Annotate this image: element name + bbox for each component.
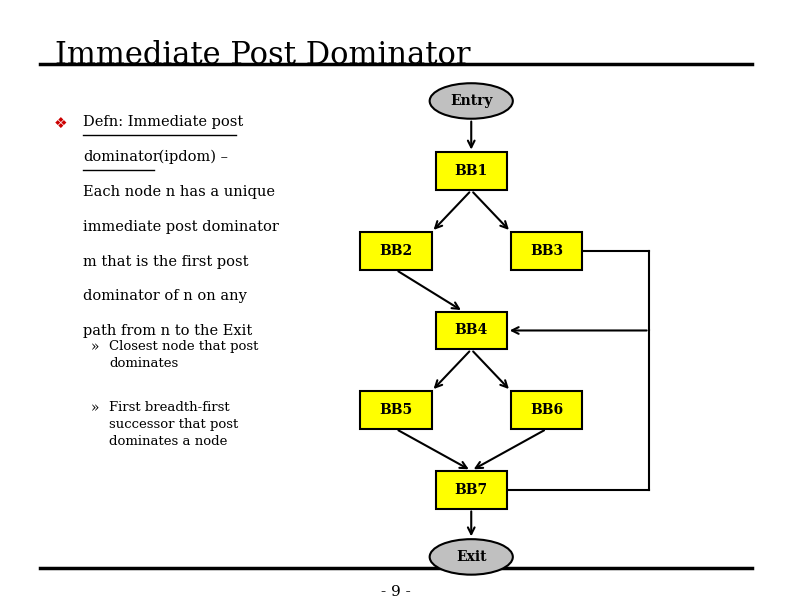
Text: dominator: dominator: [83, 150, 160, 164]
Text: m that is the first post: m that is the first post: [83, 255, 249, 269]
Text: ❖: ❖: [54, 116, 67, 132]
Text: »: »: [91, 401, 100, 415]
Text: - 9 -: - 9 -: [381, 585, 411, 599]
Text: BB6: BB6: [530, 403, 563, 417]
Text: »: »: [91, 340, 100, 354]
Text: BB4: BB4: [455, 324, 488, 337]
FancyBboxPatch shape: [511, 391, 582, 429]
FancyBboxPatch shape: [436, 152, 507, 190]
Text: (ipdom) –: (ipdom) –: [154, 150, 228, 165]
Text: Closest node that post
dominates: Closest node that post dominates: [109, 340, 259, 370]
FancyBboxPatch shape: [360, 391, 432, 429]
Text: BB1: BB1: [455, 165, 488, 178]
Text: Immediate Post Dominator: Immediate Post Dominator: [55, 40, 471, 71]
Text: dominator of n on any: dominator of n on any: [83, 289, 247, 304]
Text: BB3: BB3: [530, 244, 563, 258]
Ellipse shape: [429, 539, 513, 575]
Text: BB7: BB7: [455, 483, 488, 496]
Text: First breadth-first
successor that post
dominates a node: First breadth-first successor that post …: [109, 401, 238, 448]
Text: Entry: Entry: [450, 94, 493, 108]
Text: Exit: Exit: [456, 550, 486, 564]
Text: path from n to the Exit: path from n to the Exit: [83, 324, 253, 338]
Ellipse shape: [429, 83, 513, 119]
Text: Defn: Immediate post: Defn: Immediate post: [83, 115, 243, 129]
Text: immediate post dominator: immediate post dominator: [83, 220, 279, 234]
Text: Each node n has a unique: Each node n has a unique: [83, 185, 275, 199]
FancyBboxPatch shape: [360, 232, 432, 270]
FancyBboxPatch shape: [436, 312, 507, 349]
FancyBboxPatch shape: [436, 471, 507, 509]
Text: BB5: BB5: [379, 403, 413, 417]
FancyBboxPatch shape: [511, 232, 582, 270]
Text: BB2: BB2: [379, 244, 413, 258]
